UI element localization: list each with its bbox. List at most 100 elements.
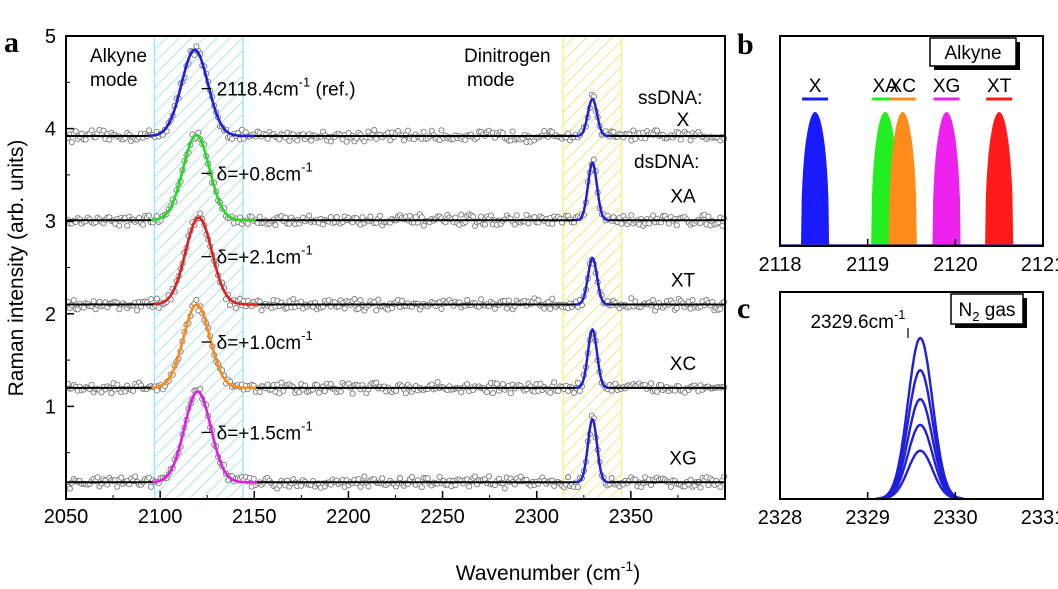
data-point <box>256 213 263 220</box>
series-XG-alkyne-peak <box>152 390 258 484</box>
x-axis-title: Wavenumber (cm-1) <box>456 558 640 585</box>
data-point <box>705 213 712 220</box>
data-point <box>673 222 680 229</box>
data-point <box>436 473 443 480</box>
panel-c-letter: c <box>737 292 750 325</box>
data-point <box>574 483 581 491</box>
data-point <box>677 136 684 143</box>
alkyne-region-label-line1: Alkyne <box>90 46 147 67</box>
data-point <box>650 212 657 219</box>
data-point <box>68 139 75 146</box>
data-point <box>333 214 340 221</box>
data-point <box>404 127 411 134</box>
data-point <box>321 388 328 395</box>
data-point <box>493 380 500 387</box>
n2-peak-curve-1 <box>876 336 964 500</box>
series-XG-annotation: δ=+1.5cm-1 <box>217 418 313 444</box>
data-point <box>258 307 265 314</box>
data-point <box>294 137 301 144</box>
legend-label-XA: XA <box>873 76 899 97</box>
n2-region-label-line1: Dinitrogen <box>464 46 551 67</box>
series-XA-n2-peak <box>575 161 610 222</box>
y-tick-label: 1 <box>45 396 56 418</box>
data-point <box>501 485 508 492</box>
data-point <box>153 295 160 302</box>
x-tick-label: 2120 <box>933 254 978 276</box>
data-point <box>70 297 77 304</box>
data-point <box>349 390 356 397</box>
data-point <box>132 473 139 480</box>
panel-c-peak-label: 2329.6cm-1 <box>810 307 905 333</box>
x-tick-label: 2250 <box>420 506 465 528</box>
series-XT-label: XT <box>671 271 696 292</box>
data-point <box>108 390 115 397</box>
data-point <box>100 127 107 134</box>
data-point <box>278 379 285 386</box>
data-point <box>371 127 378 134</box>
data-point <box>438 127 445 134</box>
data-point <box>547 305 554 312</box>
data-point <box>155 304 162 311</box>
data-point <box>290 295 297 303</box>
data-point <box>116 222 123 229</box>
data-point <box>687 137 694 144</box>
panel-b-legend-text: Alkyne <box>944 43 1001 64</box>
data-point <box>483 389 491 396</box>
data-point <box>191 51 198 59</box>
data-point <box>343 138 350 145</box>
data-point <box>306 212 313 219</box>
data-point <box>653 127 661 134</box>
x-tick-label: 2330 <box>933 507 978 529</box>
data-point <box>717 305 724 313</box>
data-point <box>357 296 364 304</box>
panel-a: 2050 2100 2150 2200 2250 2300 2350 1 2 3 4 5 a Alky… <box>4 26 728 585</box>
shaded-region-dinitrogen <box>562 35 623 500</box>
series-XT-n2-peak <box>575 256 610 306</box>
series-XA-annotation: δ=+0.8cm-1 <box>217 159 313 185</box>
series-XC-annotation: δ=+1.0cm-1 <box>217 328 313 354</box>
data-point <box>118 474 125 481</box>
series-X-alkyne-peak <box>149 48 255 138</box>
data-point <box>489 390 496 397</box>
y-tick-label: 3 <box>45 211 56 233</box>
x-tick-label: 2118 <box>758 254 801 276</box>
panel-a-y-axis-title: Raman intensity (arb. units) <box>5 140 28 397</box>
data-point <box>523 211 530 218</box>
data-point <box>424 475 431 482</box>
data-point <box>82 136 89 143</box>
data-point <box>549 295 556 302</box>
data-point <box>408 473 415 481</box>
x-tick-label: 2350 <box>609 506 654 528</box>
n2-peak-curve-5 <box>876 449 964 501</box>
data-point <box>393 387 400 394</box>
data-point <box>232 305 239 312</box>
data-point <box>134 307 141 314</box>
peak-X <box>801 112 830 245</box>
data-point <box>139 221 147 228</box>
data-point <box>478 213 485 220</box>
data-point <box>513 212 520 219</box>
data-point <box>94 474 101 481</box>
data-point <box>375 296 382 303</box>
data-point <box>648 380 655 387</box>
data-point <box>541 305 548 312</box>
data-point <box>355 305 362 312</box>
data-point <box>458 211 465 218</box>
x-tick-label: 2150 <box>232 506 277 528</box>
data-point <box>276 136 283 143</box>
panel-c-legend-text: N2 gas <box>959 300 1016 324</box>
data-point <box>398 297 406 304</box>
panel-a-letter: a <box>4 26 19 59</box>
data-point <box>485 473 493 480</box>
x-tick-label: 2200 <box>326 506 371 528</box>
data-point <box>379 475 386 482</box>
series-XA-label: XA <box>670 186 696 207</box>
series-XA-alkyne-peak <box>151 133 256 222</box>
panel-a-series <box>64 43 728 492</box>
n2-peak-curve-2 <box>876 368 964 500</box>
series-X-annotation: 2118.4cm-1 (ref.) <box>217 75 356 101</box>
panel-c: 2328 2329 2330 2331 c N2 gas 2329.6cm-1 <box>737 291 1058 529</box>
data-point <box>612 380 619 387</box>
x-tick-label: 2100 <box>138 506 183 528</box>
